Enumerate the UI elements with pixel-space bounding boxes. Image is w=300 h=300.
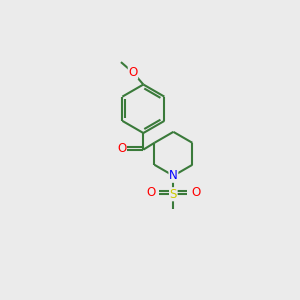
Text: O: O — [191, 186, 200, 199]
Text: O: O — [128, 66, 138, 79]
Text: O: O — [147, 186, 156, 199]
Text: S: S — [170, 188, 177, 201]
Text: O: O — [117, 142, 126, 155]
Text: N: N — [169, 169, 178, 182]
